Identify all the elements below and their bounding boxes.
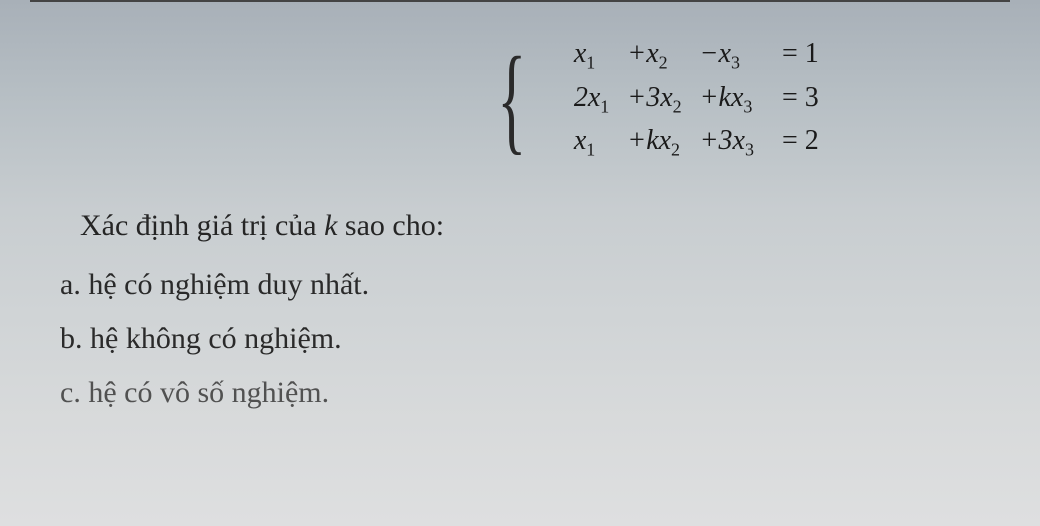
option-c-label: c. [60,376,81,409]
option-c-text: hệ có vô số nghiệm. [88,376,329,409]
equation-row-3: x1 +kx2 +3x3 = 2 [574,125,819,161]
eq2-term2: +3x2 [627,82,681,118]
option-a-label: a. [60,268,81,301]
option-a: a. hệ có nghiệm duy nhất. [60,268,1000,302]
option-b-text: hệ không có nghiệm. [90,322,342,355]
equations-grid: x1 +x2 −x3 = 1 2x1 +3x2 +kx3 = 3 x1 +kx2… [556,30,837,169]
eq1-rhs: = 1 [772,38,819,74]
eq2-term3: +kx3 [700,82,754,118]
page-content: { x1 +x2 −x3 = 1 2x1 +3x2 +kx3 = 3 x1 +k… [0,0,1040,450]
option-a-text: hệ có nghiệm duy nhất. [88,268,369,301]
option-c: c. hệ có vô số nghiệm. [60,376,1000,410]
eq3-term2: +kx2 [627,125,681,161]
page-top-border [30,0,1010,2]
question-suffix: sao cho: [337,209,444,242]
eq2-term1: 2x1 [574,82,609,118]
eq1-term1: x1 [574,38,609,74]
eq2-rhs: = 3 [772,82,819,118]
option-b-label: b. [60,322,83,355]
eq3-term3: +3x3 [700,125,754,161]
left-brace: { [498,49,527,149]
eq1-term2: +x2 [627,38,681,74]
option-b: b. hệ không có nghiệm. [60,322,1000,356]
question-prefix: Xác định giá trị của [80,209,324,242]
equation-row-1: x1 +x2 −x3 = 1 [574,38,819,74]
equation-system: { x1 +x2 −x3 = 1 2x1 +3x2 +kx3 = 3 x1 +k… [320,30,1000,169]
eq3-term1: x1 [574,125,609,161]
eq3-rhs: = 2 [772,125,819,161]
question-variable: k [324,209,337,242]
question-text: Xác định giá trị của k sao cho: [80,209,1000,243]
equation-row-2: 2x1 +3x2 +kx3 = 3 [574,82,819,118]
eq1-term3: −x3 [700,38,754,74]
